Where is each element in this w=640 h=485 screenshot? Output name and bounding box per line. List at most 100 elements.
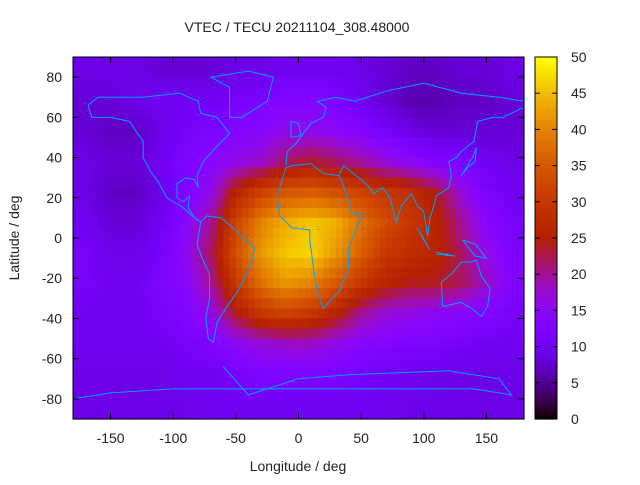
heatmap-cell [198, 278, 206, 289]
heatmap-cell [210, 157, 218, 169]
heatmap-cell [323, 87, 331, 98]
heatmap-cell [192, 77, 199, 88]
heatmap-cell [135, 137, 143, 149]
heatmap-cell [392, 268, 400, 279]
heatmap-cell [436, 328, 444, 340]
heatmap-cell [248, 107, 256, 118]
heatmap-cell [285, 177, 293, 189]
heatmap-cell [379, 358, 387, 370]
heatmap-cell [192, 97, 199, 108]
y-axis-label: Latitude / deg [6, 196, 22, 281]
heatmap-cell [404, 328, 412, 340]
heatmap-cell [248, 127, 256, 139]
heatmap-cell [354, 97, 362, 108]
heatmap-cell [311, 67, 318, 78]
heatmap-cell [248, 97, 256, 108]
heatmap-cell [404, 117, 412, 128]
heatmap-cell [192, 358, 199, 370]
heatmap-cell [417, 67, 425, 78]
heatmap-cell [373, 338, 381, 350]
heatmap-cell [311, 288, 318, 299]
heatmap-cell [317, 167, 325, 179]
colorbar-segment [535, 325, 557, 328]
heatmap-cell [430, 97, 437, 108]
heatmap-cell [248, 378, 256, 390]
heatmap-cell [430, 177, 437, 189]
heatmap-cell [235, 207, 243, 219]
heatmap-cell [398, 57, 406, 68]
heatmap-cell [442, 167, 450, 179]
colorbar-segment [535, 199, 557, 202]
heatmap-cell [367, 167, 375, 179]
heatmap-cell [323, 348, 331, 360]
heatmap-cell [329, 268, 337, 279]
heatmap-cell [254, 177, 262, 189]
heatmap-cell [267, 358, 275, 370]
heatmap-cell [354, 167, 362, 179]
heatmap-cell [411, 57, 419, 68]
heatmap-cell [85, 137, 93, 149]
heatmap-cell [229, 368, 237, 380]
heatmap-cell [160, 278, 168, 289]
heatmap-cell [98, 137, 105, 149]
heatmap-cell [223, 97, 231, 108]
heatmap-cell [210, 378, 218, 390]
heatmap-cell [317, 348, 325, 360]
heatmap-cell [461, 207, 469, 219]
heatmap-cell [411, 127, 419, 139]
heatmap-cell [166, 288, 174, 299]
heatmap-cell [367, 217, 375, 229]
heatmap-cell [367, 398, 375, 410]
heatmap-cell [492, 268, 500, 279]
heatmap-cell [505, 408, 513, 420]
heatmap-cell [423, 97, 431, 108]
heatmap-cell [411, 308, 419, 320]
heatmap-cell [398, 328, 406, 340]
heatmap-cell [173, 348, 181, 360]
heatmap-cell [329, 288, 337, 299]
heatmap-cell [260, 258, 268, 269]
heatmap-cell [185, 348, 193, 360]
heatmap-cell [386, 217, 394, 229]
y-tick-label: -80 [42, 391, 62, 407]
heatmap-cell [398, 207, 406, 219]
heatmap-cell [110, 197, 118, 209]
heatmap-cell [436, 147, 444, 159]
heatmap-cell [467, 288, 475, 299]
heatmap-cell [179, 147, 187, 159]
heatmap-cell [273, 368, 281, 380]
heatmap-cell [148, 57, 156, 68]
heatmap-cell [110, 137, 118, 149]
colorbar-segment [535, 295, 557, 298]
heatmap-cell [135, 77, 143, 88]
heatmap-cell [104, 338, 112, 350]
heatmap-cell [392, 197, 400, 209]
heatmap-cell [379, 127, 387, 139]
heatmap-cell [129, 187, 137, 199]
heatmap-cell [273, 378, 281, 390]
heatmap-cell [492, 338, 500, 350]
heatmap-cell [517, 97, 525, 108]
heatmap-cell [198, 127, 206, 139]
heatmap-cell [423, 268, 431, 279]
heatmap-cell [404, 197, 412, 209]
heatmap-cell [223, 288, 231, 299]
heatmap-cell [373, 358, 381, 370]
colorbar-segment [535, 159, 557, 162]
heatmap-cell [392, 147, 400, 159]
heatmap-cell [480, 358, 488, 370]
heatmap-cell [116, 338, 124, 350]
heatmap-cell [104, 167, 112, 179]
heatmap-cell [135, 147, 143, 159]
heatmap-cell [129, 177, 137, 189]
heatmap-cell [179, 278, 187, 289]
heatmap-cell [160, 268, 168, 279]
heatmap-cell [498, 358, 506, 370]
heatmap-cell [179, 408, 187, 420]
heatmap-cell [223, 77, 231, 88]
heatmap-cell [79, 298, 87, 309]
heatmap-cell [279, 187, 287, 199]
heatmap-cell [430, 368, 437, 380]
heatmap-cell [348, 87, 356, 98]
heatmap-cell [223, 248, 231, 259]
